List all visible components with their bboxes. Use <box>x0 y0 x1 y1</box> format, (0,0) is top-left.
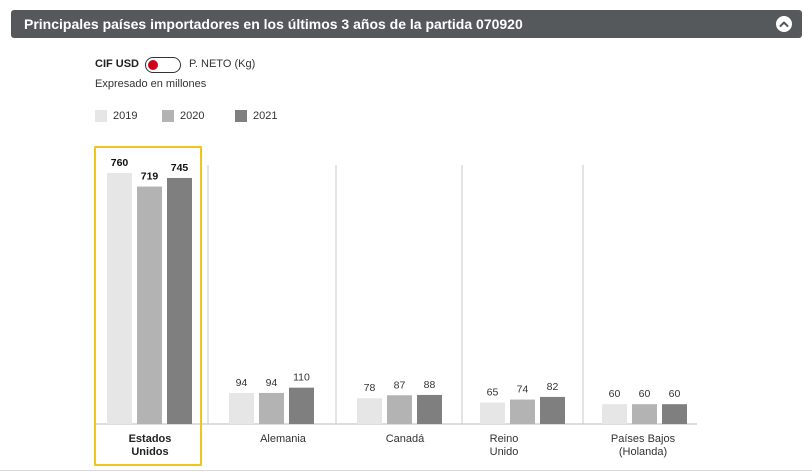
bottom-divider <box>0 470 812 471</box>
chevron-up-icon <box>779 21 789 27</box>
bar-value-label: 82 <box>547 381 559 393</box>
bar[interactable] <box>662 404 687 424</box>
bar-value-label: 74 <box>517 384 529 396</box>
legend-swatch-2021 <box>235 110 247 122</box>
legend-swatch-2019 <box>95 110 107 122</box>
cif-usd-label[interactable]: CIF USD <box>95 58 139 70</box>
bar-value-label: 78 <box>364 382 376 394</box>
legend-label: 2019 <box>113 110 138 122</box>
collapse-button[interactable] <box>776 16 792 32</box>
bar[interactable] <box>137 186 162 424</box>
section-header[interactable]: Principales países importadores en los ú… <box>11 10 802 38</box>
country-label-line: Unido <box>489 446 519 458</box>
bar[interactable] <box>357 398 382 424</box>
bar[interactable] <box>289 387 314 424</box>
country-label[interactable]: Países Bajos (Holanda) <box>588 433 698 459</box>
bar[interactable] <box>229 392 254 424</box>
country-label-line: Alemania <box>260 433 306 445</box>
bar[interactable] <box>602 404 627 424</box>
selected-country-highlight <box>94 146 202 466</box>
bar-value-label: 110 <box>293 372 310 384</box>
bar-value-label: 760 <box>111 157 129 169</box>
country-label[interactable]: Estados Unidos <box>95 433 205 459</box>
legend-swatch-2020 <box>162 110 174 122</box>
peso-neto-label[interactable]: P. NETO (Kg) <box>189 58 256 70</box>
bar-value-label: 60 <box>669 388 681 400</box>
section-title: Principales países importadores en los ú… <box>24 16 523 32</box>
toggle-knob <box>148 60 158 70</box>
bar[interactable] <box>167 177 192 424</box>
country-label-line: (Holanda) <box>618 446 668 458</box>
country-label-line: Canadá <box>385 433 425 445</box>
bar[interactable] <box>387 395 412 424</box>
legend-label: 2020 <box>180 110 205 122</box>
country-label[interactable]: Alemania <box>228 433 338 446</box>
bar-value-label: 745 <box>171 162 189 174</box>
bar[interactable] <box>107 173 132 424</box>
country-label[interactable]: Reino Unido <box>449 433 559 459</box>
country-label-line: Estados <box>128 433 172 445</box>
bar-value-label: 719 <box>141 171 159 183</box>
bar[interactable] <box>259 392 284 424</box>
bar-value-label: 88 <box>424 379 436 391</box>
bar-value-label: 65 <box>487 387 499 399</box>
bar[interactable] <box>540 396 565 424</box>
country-label[interactable]: Canadá <box>350 433 460 446</box>
units-subtitle: Expresado en millones <box>95 78 207 90</box>
bar[interactable] <box>480 402 505 424</box>
bar[interactable] <box>510 399 535 424</box>
bar[interactable] <box>417 394 442 424</box>
country-label-line: Unidos <box>131 446 169 458</box>
bar-value-label: 60 <box>609 388 621 400</box>
country-label-line: Reino <box>489 433 519 445</box>
country-label-line: Países Bajos <box>610 433 676 445</box>
bar-value-label: 87 <box>394 379 406 391</box>
bar[interactable] <box>632 404 657 424</box>
bar-value-label: 94 <box>236 377 248 389</box>
legend-label: 2021 <box>253 110 278 122</box>
bar-value-label: 94 <box>266 377 278 389</box>
unit-toggle-switch[interactable] <box>145 57 181 73</box>
bar-value-label: 60 <box>639 388 651 400</box>
